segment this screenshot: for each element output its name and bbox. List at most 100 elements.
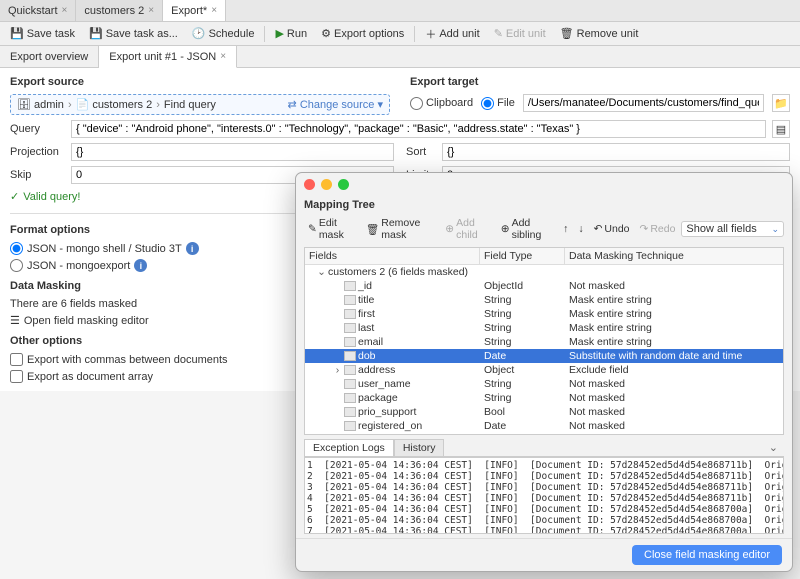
field-technique: Not masked <box>565 378 783 390</box>
tree-row[interactable]: prio_supportBoolNot masked <box>305 405 783 419</box>
tab-export-overview[interactable]: Export overview <box>0 46 99 67</box>
modal-titlebar[interactable] <box>296 173 792 195</box>
projection-input[interactable] <box>71 143 394 161</box>
window-close-icon[interactable] <box>304 179 315 190</box>
check-icon: ✓ <box>10 190 19 203</box>
export-target-title: Export target <box>410 76 790 88</box>
exception-logs-tab[interactable]: Exception Logs <box>304 439 394 456</box>
save-task-as-button[interactable]: 💾Save task as... <box>83 25 184 42</box>
history-tab[interactable]: History <box>394 439 445 456</box>
move-up-button[interactable]: ↑ <box>559 221 572 237</box>
redo-button: ↷Redo <box>636 221 680 237</box>
button-label: Save task as... <box>106 28 178 40</box>
tree-row[interactable]: ›addressObjectExclude field <box>305 363 783 377</box>
field-type: String <box>480 378 565 390</box>
add-sibling-button[interactable]: ⊕Add sibling <box>497 215 557 243</box>
field-type: String <box>480 322 565 334</box>
file-radio[interactable]: File <box>481 97 515 110</box>
close-icon[interactable]: × <box>62 5 68 16</box>
button-label: Add sibling <box>512 217 554 241</box>
change-source-button[interactable]: ⇄ Change source ▾ <box>288 98 383 111</box>
info-icon[interactable]: i <box>134 259 147 272</box>
close-masking-editor-button[interactable]: Close field masking editor <box>632 545 782 565</box>
tree-row[interactable]: firstStringMask entire string <box>305 307 783 321</box>
column-technique[interactable]: Data Masking Technique <box>565 248 783 264</box>
tree-row[interactable]: user_name StringNot masked <box>305 377 783 391</box>
close-icon[interactable]: × <box>211 5 217 16</box>
export-options-button[interactable]: ⚙Export options <box>315 25 410 42</box>
clipboard-radio[interactable]: Clipboard <box>410 97 473 110</box>
file-path-input[interactable] <box>523 94 764 112</box>
separator <box>264 26 265 42</box>
add-unit-button[interactable]: ＋Add unit <box>419 24 485 44</box>
field-icon <box>344 379 356 389</box>
column-type[interactable]: Field Type <box>480 248 565 264</box>
browse-button[interactable]: 📁 <box>772 94 790 112</box>
plus-icon: ＋ <box>425 26 436 42</box>
expand-icon[interactable]: › <box>333 364 342 376</box>
tree-row[interactable]: titleStringMask entire string <box>305 293 783 307</box>
button-label: Edit unit <box>506 28 546 40</box>
run-button[interactable]: ▶Run <box>269 25 313 42</box>
collapse-logs-button[interactable]: ⌄ <box>763 439 784 456</box>
query-input[interactable] <box>71 120 766 138</box>
window-maximize-icon[interactable] <box>338 179 349 190</box>
window-minimize-icon[interactable] <box>321 179 332 190</box>
remove-unit-button[interactable]: 🗑Remove unit <box>554 25 645 42</box>
redo-icon: ↷ <box>640 223 649 235</box>
field-name: title <box>358 294 374 306</box>
field-technique: Mask entire string <box>565 308 783 320</box>
save-as-icon: 💾 <box>89 27 103 40</box>
tree-root-row[interactable]: ⌄customers 2 (6 fields masked) <box>305 265 783 279</box>
tree-row[interactable]: dobDateSubstitute with random date and t… <box>305 349 783 363</box>
column-fields[interactable]: Fields <box>305 248 480 264</box>
export-source-title: Export source <box>10 76 390 88</box>
field-name: prio_support <box>358 406 416 418</box>
close-icon[interactable]: × <box>220 51 226 62</box>
clock-icon: 🕑 <box>192 27 206 40</box>
tree-row[interactable]: registered_onDateNot masked <box>305 419 783 433</box>
tree-row[interactable]: packageStringNot masked <box>305 391 783 405</box>
edit-query-button[interactable]: ▤ <box>772 120 790 138</box>
field-type: ObjectId <box>480 280 565 292</box>
tab-export-unit-1[interactable]: Export unit #1 - JSON× <box>99 46 237 68</box>
info-icon[interactable]: i <box>186 242 199 255</box>
breadcrumb-item[interactable]: 🗄admin <box>17 98 64 111</box>
field-name: email <box>358 336 383 348</box>
save-icon: 💾 <box>10 27 24 40</box>
tree-row[interactable]: transactionsInt32Not masked <box>305 433 783 435</box>
tab-label: customers 2 <box>84 5 144 17</box>
breadcrumb-item[interactable]: 📄customers 2 <box>76 98 153 111</box>
field-name: address <box>358 364 395 376</box>
schedule-button[interactable]: 🕑Schedule <box>186 25 261 42</box>
field-name: registered_on <box>358 420 422 432</box>
save-task-button[interactable]: 💾Save task <box>4 25 81 42</box>
undo-button[interactable]: ↶Undo <box>590 221 634 237</box>
expand-icon[interactable]: ⌄ <box>317 266 326 278</box>
sort-input[interactable] <box>442 143 790 161</box>
edit-mask-button[interactable]: ✎Edit mask <box>304 215 360 243</box>
mapping-toolbar: ✎Edit mask 🗑Remove mask ⊕Add child ⊕Add … <box>304 215 784 243</box>
field-name: user_name <box>358 378 411 390</box>
tab-quickstart[interactable]: Quickstart× <box>0 0 76 21</box>
move-down-button[interactable]: ↓ <box>574 221 587 237</box>
tab-customers[interactable]: customers 2 × <box>76 0 163 21</box>
chevron-right-icon: › <box>156 99 160 111</box>
tree-row[interactable]: _idObjectIdNot masked <box>305 279 783 293</box>
add-sibling-icon: ⊕ <box>501 223 510 235</box>
tree-row[interactable]: lastStringMask entire string <box>305 321 783 335</box>
tree-row[interactable]: emailStringMask entire string <box>305 335 783 349</box>
close-icon[interactable]: × <box>148 5 154 16</box>
arrow-down-icon: ↓ <box>578 223 583 235</box>
log-tabs: Exception Logs History ⌄ <box>304 439 784 457</box>
skip-label: Skip <box>10 169 65 181</box>
chevron-down-icon: ⌄ <box>771 224 779 235</box>
field-name: package <box>358 392 398 404</box>
remove-mask-button[interactable]: 🗑Remove mask <box>362 215 439 243</box>
sub-tab-bar: Export overview Export unit #1 - JSON× <box>0 46 800 68</box>
breadcrumb-item[interactable]: Find query <box>164 99 216 111</box>
tab-export[interactable]: Export*× <box>163 0 226 21</box>
field-name: dob <box>358 350 376 362</box>
field-name: transactions <box>358 434 415 435</box>
show-fields-select[interactable]: Show all fields⌄ <box>681 221 784 237</box>
